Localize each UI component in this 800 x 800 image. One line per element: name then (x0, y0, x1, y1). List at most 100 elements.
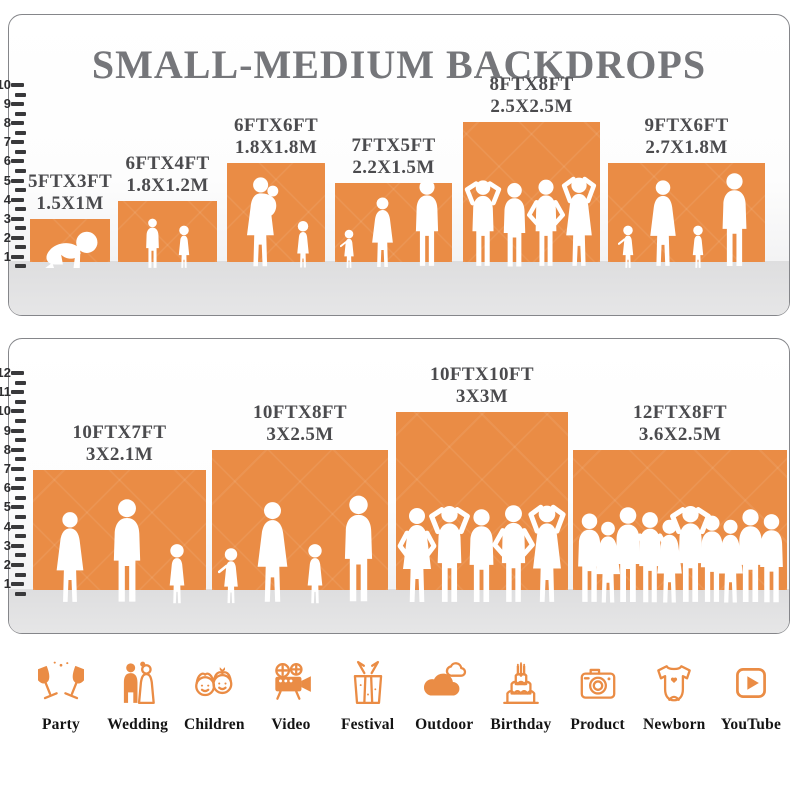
backdrop-size-label: 10FTX10FT 3X3M (430, 364, 534, 408)
category-label: Product (570, 716, 625, 733)
girl-silhouette (692, 225, 703, 268)
girl-silhouette (217, 546, 239, 605)
woman-silhouette (649, 180, 676, 266)
woman-silhouette (257, 502, 287, 602)
floor-shadow (9, 261, 789, 315)
category-birthday: Birthday (486, 660, 556, 734)
backdrop-10x8: 10FTX8FT 3X2.5M (212, 402, 388, 605)
people-silhouettes (212, 494, 388, 606)
man-silhouette (722, 173, 746, 266)
category-label: Newborn (642, 716, 706, 733)
girl-silhouette (178, 225, 190, 268)
category-label: Birthday (490, 716, 552, 733)
category-video: Video (256, 660, 326, 734)
party-glasses-icon (38, 661, 84, 700)
video-camera-icon (275, 663, 311, 700)
backdrop-6x6: 6FTX6FT 1.8X1.8M (227, 115, 325, 268)
backdrop-9x6: 9FTX6FT 2.7X1.8M (608, 115, 765, 269)
woman-silhouette (56, 512, 83, 602)
people-silhouettes (463, 174, 600, 270)
youtube-play-icon (735, 668, 766, 698)
backdrop-10x7: 10FTX7FT 3X2.1M (33, 422, 206, 604)
woman-arms-up-silhouette (524, 502, 570, 606)
toddler-silhouette (340, 228, 355, 269)
backdrop-5x3: 5FTX3FT 1.5X1M (28, 171, 112, 269)
category-youtube: YouTube (716, 660, 786, 734)
panel-title: SMALL-MEDIUM BACKDROPS (91, 42, 707, 87)
people-silhouettes (608, 172, 765, 270)
girl-silhouette (307, 544, 322, 604)
girl-silhouette (296, 221, 309, 268)
gift-box-icon (353, 660, 382, 705)
backdrop-size-label: 12FTX8FT 3.6X2.5M (633, 402, 727, 446)
category-label: Outdoor (415, 716, 474, 733)
backdrop-10x10: 10FTX10FT 3X3M (396, 364, 568, 590)
category-outdoor: Outdoor (409, 660, 479, 734)
backdrop-size-label: 6FTX6FT 1.8X1.8M (234, 115, 318, 159)
backdrop-size-label: 6FTX4FT 1.8X1.2M (125, 153, 209, 197)
size-ft: 8FTX8FT (489, 73, 574, 95)
size-m: 1.5X1M (36, 192, 104, 214)
girl-silhouette (617, 224, 634, 269)
backdrop-12x8: 12FTX8FT 3.6X2.5M (573, 402, 787, 590)
backdrop-8x8: 8FTX8FT 2.5X2.5M (463, 74, 600, 262)
size-ft: 10FTX7FT (72, 421, 167, 443)
size-ft: 6FTX4FT (125, 152, 210, 174)
category-label: Children (183, 716, 245, 733)
people-silhouettes (573, 504, 787, 606)
category-children: Children (179, 660, 249, 734)
baby-onesie-icon (657, 665, 692, 702)
backdrop-6x4: 6FTX4FT 1.8X1.2M (118, 153, 217, 268)
size-m: 3X2.5M (266, 423, 334, 445)
size-m: 1.8X1.8M (234, 136, 318, 158)
people-silhouettes (396, 502, 568, 606)
size-ft: 5FTX3FT (27, 170, 113, 192)
category-festival: Festival (333, 660, 403, 734)
man-silhouette (759, 514, 783, 603)
category-party: Party (26, 660, 96, 734)
man-silhouette (113, 499, 140, 602)
wedding-couple-icon (123, 661, 155, 705)
man-silhouette (344, 495, 372, 602)
backdrop-size-label: 9FTX6FT 2.7X1.8M (644, 115, 728, 159)
man-silhouette (415, 179, 439, 266)
boy-silhouette (146, 218, 159, 268)
people-silhouettes (118, 218, 217, 270)
mother-with-baby-silhouette (246, 177, 278, 267)
birthday-cake-icon (503, 662, 539, 705)
size-m: 2.5X2.5M (490, 95, 573, 117)
children-faces-icon (195, 667, 233, 697)
category-label: Party (41, 716, 80, 733)
category-label: Video (271, 716, 311, 733)
photo-camera-icon (580, 668, 615, 699)
woman-arms-up-silhouette (558, 174, 600, 270)
size-m: 2.2X1.5M (352, 156, 435, 178)
backdrop-size-label: 7FTX5FT 2.2X1.5M (351, 135, 435, 179)
size-m: 3.6X2.5M (638, 423, 722, 445)
backdrop-size-label: 10FTX7FT 3X2.1M (73, 422, 167, 466)
crawling-baby-silhouette (45, 231, 98, 269)
size-ft: 9FTX6FT (644, 114, 729, 136)
category-product: Product (563, 660, 633, 734)
people-silhouettes (335, 178, 452, 270)
size-ft: 10FTX10FT (430, 363, 534, 385)
size-m: 3X2.1M (85, 443, 154, 465)
category-newborn: Newborn (639, 660, 709, 734)
size-ft: 10FTX8FT (253, 401, 347, 423)
category-label: Wedding (107, 716, 169, 733)
size-m: 3X3M (455, 385, 509, 407)
clouds-icon (424, 662, 467, 696)
backdrop-size-label: 8FTX8FT 2.5X2.5M (489, 74, 573, 118)
backdrop-size-label: 5FTX3FT 1.5X1M (28, 171, 112, 215)
size-m: 1.8X1.2M (126, 174, 209, 196)
girl-silhouette (169, 544, 184, 604)
floor-shadow (9, 589, 789, 633)
category-label: YouTube (720, 716, 782, 733)
size-ft: 6FTX6FT (233, 114, 319, 136)
woman-silhouette (372, 197, 393, 268)
backdrop-size-label: 10FTX8FT 3X2.5M (253, 402, 347, 446)
category-row: Party Wedding (26, 660, 786, 734)
people-silhouettes (30, 229, 110, 269)
backdrop-7x5: 7FTX5FT 2.2X1.5M (335, 135, 452, 269)
